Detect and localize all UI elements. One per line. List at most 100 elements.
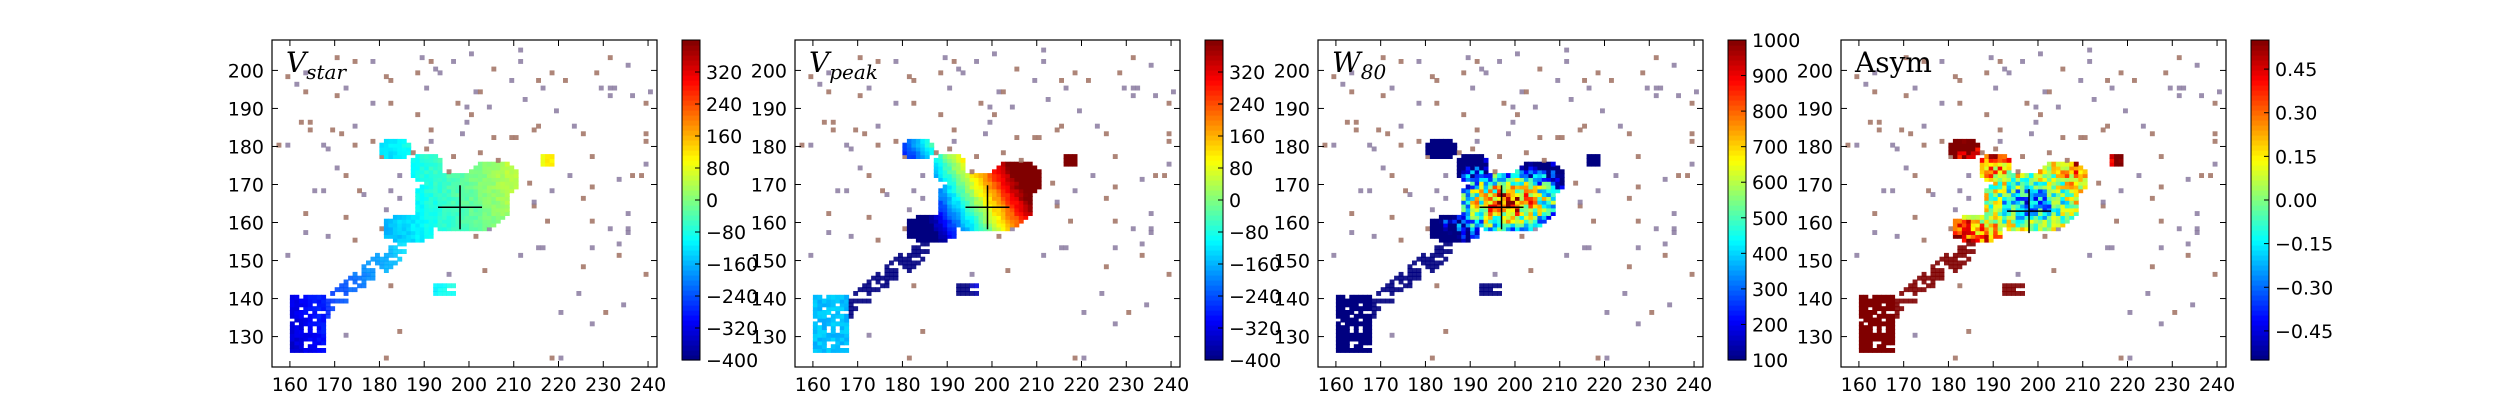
heatmap-cell	[397, 150, 403, 156]
heatmap-cell	[415, 203, 421, 209]
heatmap-cell	[929, 237, 935, 243]
heatmap-cell	[1483, 192, 1489, 197]
heatmap-cell	[1970, 150, 1976, 156]
heatmap-cell	[1023, 176, 1029, 182]
heatmap-cell	[951, 233, 957, 239]
heatmap-cell	[1438, 214, 1444, 220]
heatmap-cell	[428, 154, 434, 159]
heatmap-cell	[1009, 192, 1015, 197]
heatmap-cell	[942, 184, 948, 190]
heatmap-cell	[808, 74, 814, 80]
heatmap-cell	[482, 199, 488, 205]
heatmap-cell	[1340, 344, 1346, 350]
heatmap-cell	[2078, 135, 2084, 140]
heatmap-cell	[1335, 325, 1341, 331]
heatmap-cell	[1952, 355, 1958, 361]
heatmap-cell	[969, 207, 975, 213]
heatmap-cell	[1515, 203, 1520, 209]
heatmap-cell	[415, 222, 421, 228]
heatmap-cell	[817, 317, 823, 323]
heatmap-cell	[1335, 332, 1341, 338]
colorbar-segment	[1205, 240, 1223, 246]
heatmap-cell	[906, 252, 912, 258]
heatmap-cell	[491, 169, 497, 175]
heatmap-cell	[1863, 310, 1869, 315]
heatmap-cell	[424, 195, 430, 201]
heatmap-cell	[2109, 245, 2115, 251]
colorbar-segment	[2251, 320, 2269, 326]
heatmap-cell	[1993, 226, 1999, 232]
colorbar-segment	[2251, 220, 2269, 226]
heatmap-cell	[1890, 317, 1896, 323]
heatmap-cell	[1497, 207, 1502, 213]
y-tick-label: 130	[1274, 327, 1310, 349]
heatmap-cell	[1358, 294, 1364, 300]
heatmap-cell	[1876, 298, 1882, 304]
heatmap-cell	[2042, 233, 2048, 239]
heatmap-cell	[509, 173, 515, 178]
heatmap-cell	[437, 165, 443, 171]
heatmap-cell	[1550, 180, 1556, 186]
heatmap-cell	[321, 188, 327, 194]
heatmap-cell	[880, 188, 885, 194]
heatmap-cell	[419, 157, 425, 163]
heatmap-cell	[956, 214, 962, 220]
heatmap-cell	[558, 310, 564, 315]
y-tick-label: 180	[751, 136, 787, 158]
heatmap-cell	[330, 291, 336, 296]
heatmap-cell	[469, 184, 474, 190]
heatmap-cell	[821, 302, 827, 308]
heatmap-cell	[1461, 70, 1467, 76]
heatmap-cell	[911, 230, 917, 235]
colorbar-segment	[1205, 40, 1223, 46]
heatmap-cell	[1912, 279, 1918, 285]
colorbar-segment	[682, 45, 700, 51]
heatmap-cell	[1550, 188, 1556, 194]
heatmap-cell	[1519, 214, 1525, 220]
heatmap-cell	[965, 291, 970, 296]
heatmap-cell	[361, 264, 367, 270]
heatmap-cell	[1506, 211, 1511, 216]
heatmap-cell	[2006, 283, 2012, 289]
heatmap-cell	[1689, 138, 1695, 144]
heatmap-cell	[844, 340, 850, 346]
colorbar-segment	[1205, 140, 1223, 146]
heatmap-cell	[911, 260, 917, 266]
heatmap-cell	[1595, 161, 1601, 167]
colorbar-segment	[2251, 335, 2269, 341]
heatmap-cell	[1434, 245, 1440, 251]
heatmap-cell	[983, 226, 988, 232]
heatmap-cell	[2002, 157, 2008, 163]
heatmap-cell	[2033, 226, 2039, 232]
heatmap-cell	[969, 271, 975, 277]
heatmap-cell	[1506, 173, 1511, 178]
heatmap-cell	[2038, 51, 2043, 57]
heatmap-cell	[942, 55, 948, 61]
heatmap-cell	[1036, 180, 1042, 186]
colorbar-segment	[1205, 180, 1223, 186]
heatmap-cell	[410, 173, 416, 178]
heatmap-cell	[942, 169, 948, 175]
heatmap-cell	[938, 199, 944, 205]
heatmap-cell	[2078, 180, 2084, 186]
colorbar-segment	[682, 80, 700, 86]
heatmap-cell	[1997, 176, 2003, 182]
heatmap-cell	[504, 173, 510, 178]
heatmap-cell	[1609, 78, 1614, 83]
heatmap-cell	[1532, 104, 1538, 110]
heatmap-cell	[406, 214, 412, 220]
heatmap-cell	[893, 256, 899, 262]
colorbar-segment	[682, 110, 700, 116]
heatmap-cell	[2055, 203, 2061, 209]
heatmap-cell	[294, 340, 300, 346]
heatmap-cell	[576, 291, 582, 296]
heatmap-cell	[339, 283, 345, 289]
heatmap-cell	[1479, 199, 1485, 205]
heatmap-cell	[325, 306, 331, 312]
heatmap-cell	[482, 218, 488, 224]
heatmap-cell	[1488, 211, 1493, 216]
heatmap-cell	[812, 344, 818, 350]
heatmap-cell	[1694, 89, 1699, 95]
heatmap-cell	[2015, 271, 2021, 277]
